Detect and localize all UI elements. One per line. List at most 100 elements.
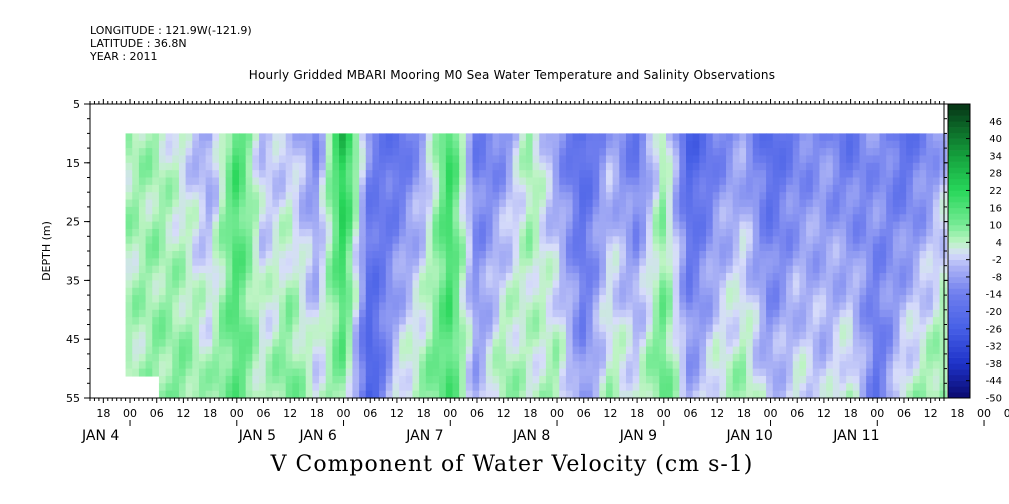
heatmap-cell [806,140,814,149]
heatmap-cell [939,199,947,208]
heatmap-cell [225,280,233,289]
heatmap-cell [165,339,173,348]
heatmap-cell [732,148,740,157]
heatmap-cell [439,192,447,201]
heatmap-cell [519,353,527,362]
heatmap-cell [719,383,727,392]
heatmap-cell [445,214,454,223]
heatmap-cell [452,353,460,362]
heatmap-cell [879,324,887,333]
heatmap-cell [472,251,480,259]
heatmap-cell [732,155,740,164]
heatmap-cell [539,236,547,245]
heatmap-cell [198,280,207,289]
heatmap-cell [372,265,380,274]
heatmap-cell [239,331,247,340]
heatmap-cell [252,295,260,304]
heatmap-cell [452,192,460,201]
heatmap-cell [572,221,580,230]
heatmap-cell [379,192,387,201]
heatmap-cell [445,206,454,215]
heatmap-cell [739,346,747,355]
heatmap-cell [572,206,580,215]
heatmap-cell [379,251,387,259]
heatmap-cell [352,177,360,186]
heatmap-cell [719,280,727,289]
heatmap-cell [625,140,634,149]
heatmap-cell [432,184,440,193]
heatmap-cell [345,133,354,142]
heatmap-cell [305,383,313,392]
heatmap-cell [352,302,360,311]
heatmap-cell [786,177,794,186]
heatmap-cell [205,214,213,223]
heatmap-cell [292,383,300,392]
heatmap-cell [212,140,220,149]
heatmap-cell [625,368,634,377]
heatmap-cell [485,177,494,186]
heatmap-cell [399,199,407,208]
heatmap-cell [585,133,594,142]
heatmap-cell [339,170,347,179]
heatmap-cell [385,383,394,392]
heatmap-cell [579,192,587,201]
heatmap-cell [265,295,273,304]
heatmap-cell [259,390,267,399]
heatmap-cell [499,258,507,267]
heatmap-cell [419,148,427,157]
heatmap-cell [339,331,347,340]
heatmap-cell [519,258,527,267]
heatmap-cell [552,214,560,223]
heatmap-cell [505,287,514,296]
heatmap-cell [459,133,467,142]
heatmap-cell [666,184,674,193]
heatmap-cell [712,353,720,362]
heatmap-cell [165,309,173,318]
heatmap-cell [252,375,260,384]
heatmap-cell [672,184,680,193]
heatmap-cell [672,221,680,230]
heatmap-cell [572,324,580,333]
heatmap-cell [719,390,727,399]
heatmap-cell [892,155,901,164]
heatmap-cell [579,361,587,370]
heatmap-cell [292,353,300,362]
heatmap-cell [272,184,280,193]
heatmap-cell [886,162,894,171]
heatmap-cell [519,302,527,311]
heatmap-cell [479,192,487,201]
heatmap-cell [145,287,153,296]
heatmap-cell [372,155,380,164]
heatmap-cell [185,206,193,215]
heatmap-cell [379,361,387,370]
heatmap-cell [232,155,240,164]
heatmap-cell [178,199,187,208]
heatmap-cell [739,383,747,392]
heatmap-cell [512,383,520,392]
heatmap-cell [846,295,854,304]
heatmap-cell [392,148,400,157]
heatmap-cell [352,265,360,274]
heatmap-cell [205,206,213,215]
heatmap-cell [285,148,293,157]
heatmap-cell [465,302,474,311]
heatmap-cell [145,133,153,142]
heatmap-cell [766,361,774,370]
heatmap-cell [465,243,474,252]
heatmap-cell [252,317,260,326]
heatmap-cell [505,317,514,326]
heatmap-cell [172,148,180,157]
heatmap-cell [459,258,467,267]
heatmap-cell [926,162,934,171]
heatmap-cell [919,265,927,274]
heatmap-cell [832,155,841,164]
heatmap-cell [712,339,720,348]
heatmap-cell [779,317,787,326]
heatmap-cell [419,324,427,333]
heatmap-cell [579,273,587,281]
heatmap-cell [645,155,654,164]
heatmap-cell [272,317,280,326]
heatmap-cell [726,170,734,179]
heatmap-cell [299,375,307,384]
heatmap-cell [919,324,927,333]
